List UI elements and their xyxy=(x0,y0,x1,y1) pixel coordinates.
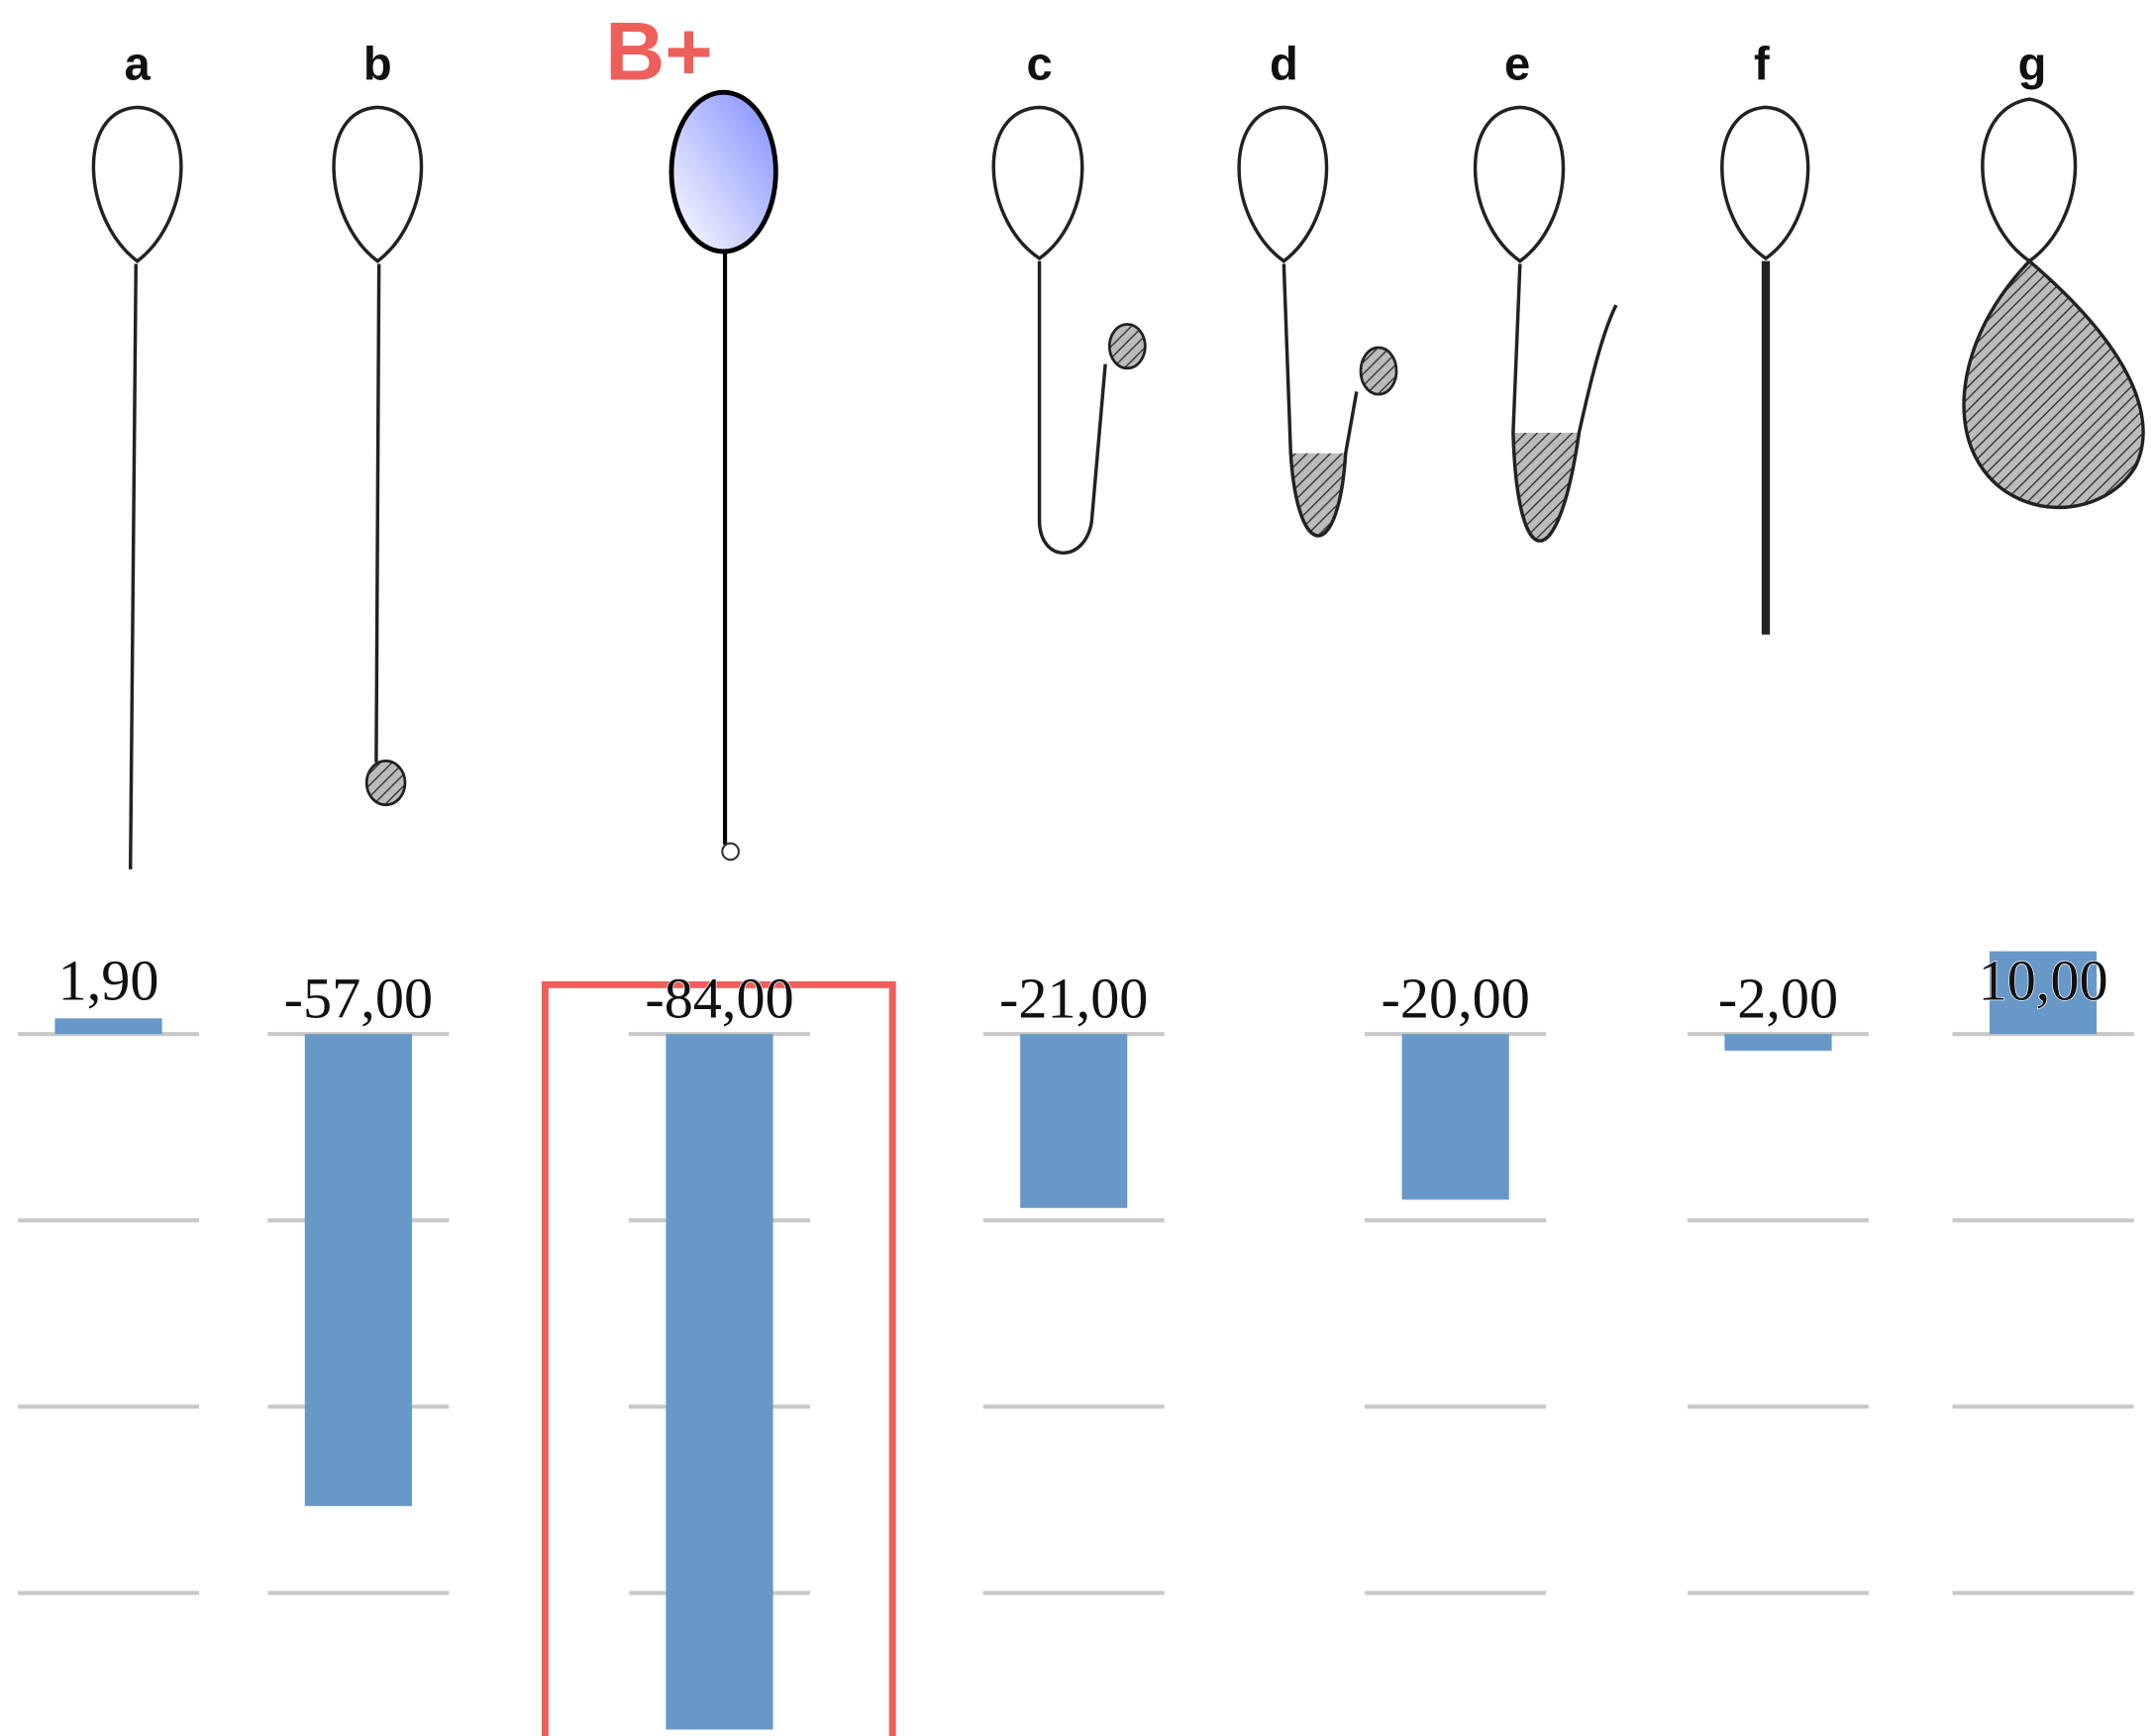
bar xyxy=(1401,1034,1509,1200)
bar xyxy=(304,1034,412,1506)
loop-bplus xyxy=(668,89,778,255)
value-label: -2,00 xyxy=(1718,967,1838,1031)
blob-d xyxy=(1359,346,1398,396)
category-label: c xyxy=(1026,38,1052,90)
category-label: d xyxy=(1270,38,1298,90)
loop-g xyxy=(1981,97,2078,263)
category-label: B+ xyxy=(605,6,713,98)
value-label: 10,00 xyxy=(1979,949,2108,1013)
value-label: -20,00 xyxy=(1381,967,1529,1031)
category-label: a xyxy=(125,38,152,90)
bar xyxy=(1020,1034,1128,1208)
bar xyxy=(1990,951,2098,1035)
category-label: e xyxy=(1504,38,1530,90)
bar xyxy=(54,1018,162,1035)
category-label: g xyxy=(2018,38,2047,90)
value-label: -57,00 xyxy=(284,967,433,1031)
blob-c xyxy=(1107,323,1147,370)
fill-d xyxy=(1290,453,1346,536)
tip-bplus xyxy=(721,842,740,862)
loop-a xyxy=(91,105,183,869)
category-label: f xyxy=(1754,38,1770,90)
value-label: -84,00 xyxy=(645,967,793,1031)
loop-c xyxy=(991,105,1107,556)
value-label: -21,00 xyxy=(999,967,1148,1031)
value-label: 1,90 xyxy=(58,949,159,1013)
sac-g xyxy=(1962,258,2145,510)
category-label: b xyxy=(363,38,392,90)
blob-b xyxy=(364,759,407,807)
fill-e xyxy=(1512,432,1580,542)
loop-e xyxy=(1473,105,1618,543)
highlight-box xyxy=(541,980,896,1736)
bar xyxy=(666,1034,773,1730)
loop-b xyxy=(332,105,424,763)
loop-d xyxy=(1237,105,1359,538)
bar xyxy=(1724,1034,1832,1051)
diagrams xyxy=(91,89,2145,869)
loop-f xyxy=(1720,105,1810,261)
